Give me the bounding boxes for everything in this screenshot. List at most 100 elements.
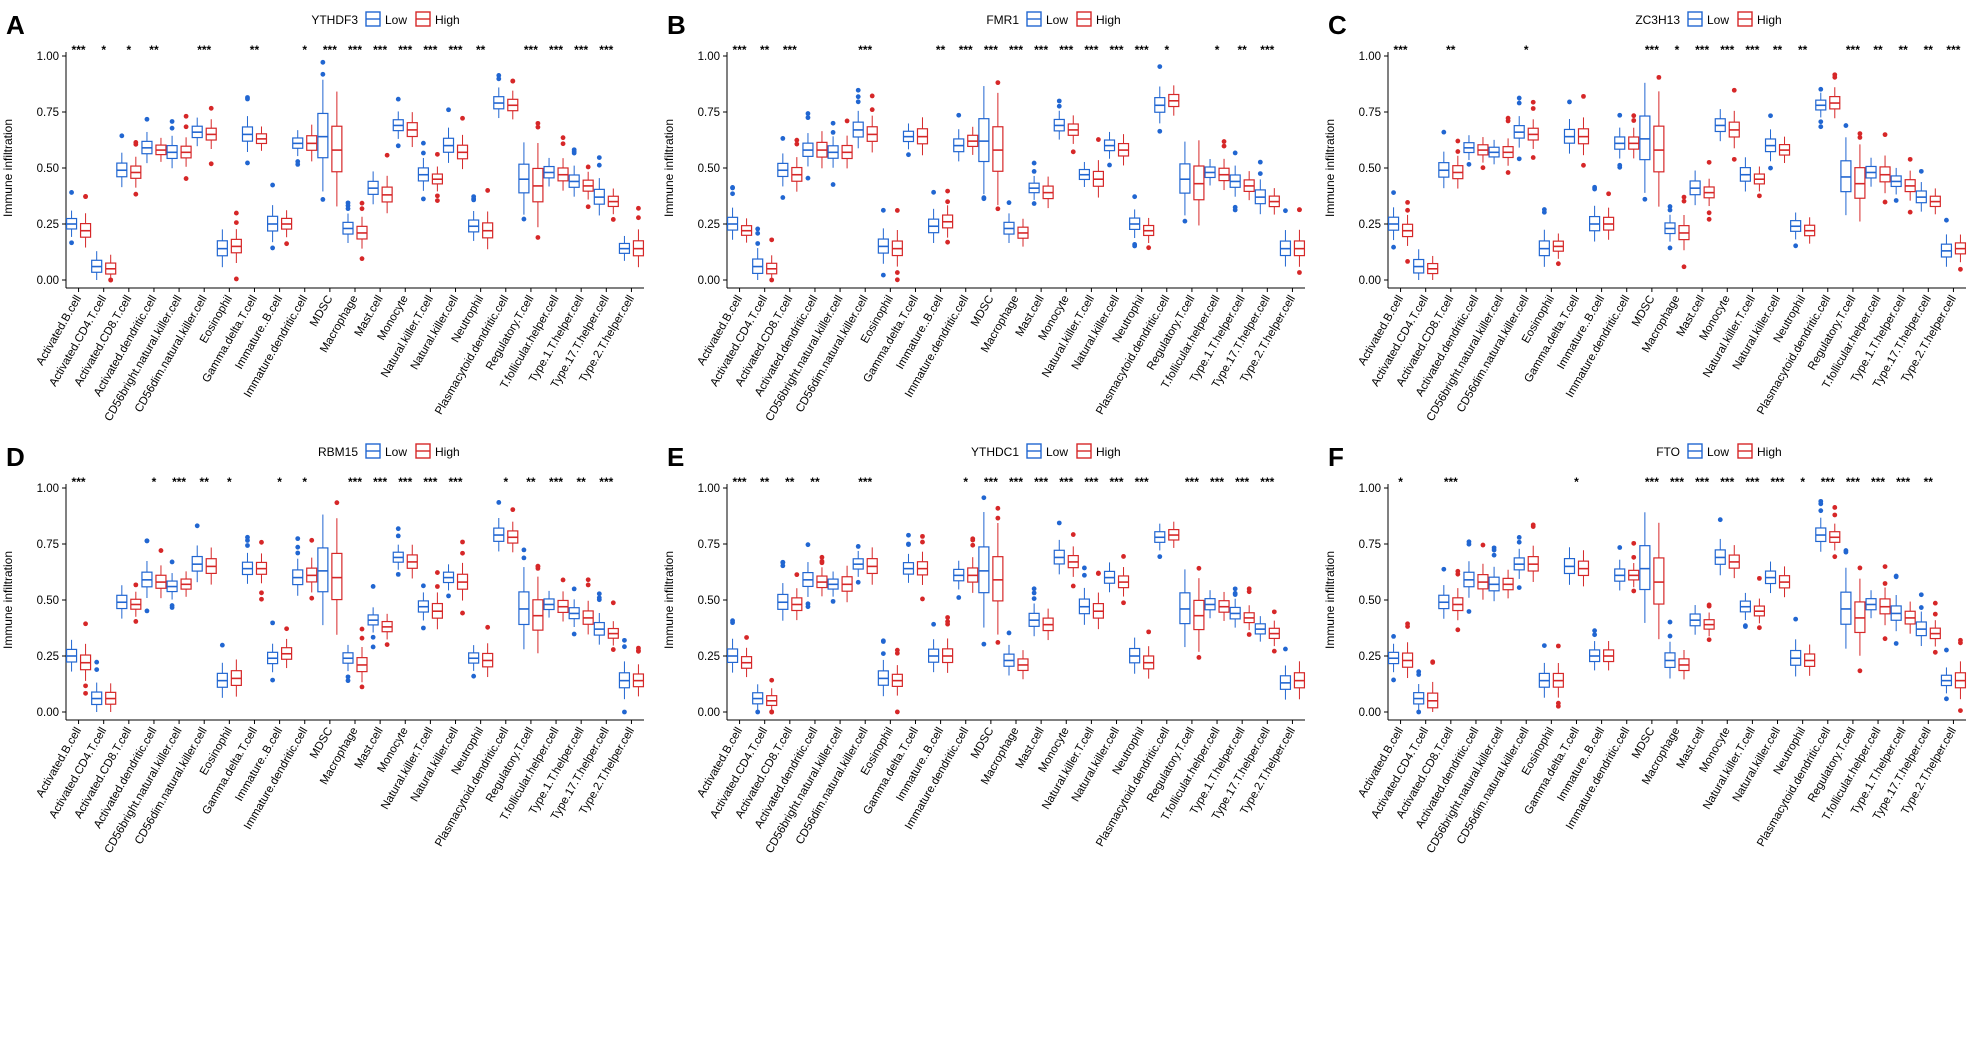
box-low [877, 207, 889, 278]
x-tick-label: MDSC [969, 294, 996, 329]
outlier-point [1907, 209, 1913, 215]
outlier-point [1246, 589, 1252, 595]
box-low [417, 583, 429, 631]
significance-label: *** [549, 43, 563, 57]
outlier-point [1516, 585, 1522, 591]
box-low [1129, 637, 1141, 674]
outlier-point [395, 143, 401, 149]
outlier-point [970, 542, 976, 548]
box-high [791, 572, 803, 621]
box-low [877, 638, 889, 697]
box-low [1639, 512, 1651, 623]
significance-label: *** [1210, 475, 1224, 489]
outlier-point [805, 111, 811, 116]
outlier-point [780, 560, 786, 565]
y-tick-label: 1.00 [698, 51, 720, 63]
box-low [392, 526, 404, 577]
box-high [1527, 522, 1539, 582]
outlier-point [1221, 139, 1227, 144]
significance-label: *** [398, 475, 412, 489]
outlier-point [1157, 128, 1163, 134]
box-low [1463, 539, 1475, 614]
outlier-point [1232, 586, 1238, 592]
box-high [816, 131, 828, 169]
outlier-point [945, 621, 951, 627]
outlier-point [1918, 605, 1924, 610]
box-low [1279, 646, 1292, 700]
box-high [866, 547, 878, 585]
outlier-point [359, 200, 365, 206]
significance-label: *** [1846, 43, 1860, 57]
outlier-point [334, 500, 340, 506]
outlier-point [69, 240, 74, 246]
box-low [1028, 586, 1040, 637]
y-tick-label: 0.75 [698, 539, 720, 551]
box-high [1879, 132, 1891, 205]
outlier-point [622, 709, 627, 715]
y-tick-label: 1.00 [1359, 51, 1381, 63]
box-low [1764, 113, 1777, 171]
box-low [777, 136, 789, 200]
outlier-point [855, 579, 861, 585]
box-high [582, 577, 594, 635]
box-low [367, 171, 379, 205]
outlier-point [855, 94, 861, 100]
outlier-point [1516, 100, 1522, 106]
outlier-point [1717, 517, 1723, 523]
box-low [1413, 669, 1425, 715]
significance-label: *** [423, 43, 437, 57]
box-high [1193, 565, 1205, 660]
outlier-point [636, 645, 641, 651]
outlier-point [1455, 627, 1461, 633]
significance-label: * [302, 475, 307, 489]
outlier-point [981, 495, 987, 501]
y-tick-label: 0.75 [1359, 107, 1381, 119]
outlier-point [1706, 210, 1712, 216]
box-high [1728, 545, 1740, 579]
outlier-point [1944, 647, 1949, 653]
box-low [978, 495, 990, 647]
significance-label: *** [373, 43, 387, 57]
box-high [1678, 649, 1690, 680]
outlier-point [233, 210, 239, 216]
outlier-point [1642, 196, 1648, 202]
outlier-point [1857, 565, 1863, 571]
box-high [1929, 188, 1941, 215]
outlier-point [855, 87, 861, 93]
outlier-point [894, 270, 900, 275]
outlier-point [780, 195, 786, 200]
outlier-point [133, 582, 139, 588]
outlier-point [259, 539, 264, 545]
y-tick-label: 0.50 [698, 163, 720, 175]
box-iqr [317, 547, 329, 593]
outlier-point [270, 182, 276, 188]
significance-label: *** [783, 43, 797, 57]
significance-label: *** [72, 43, 86, 57]
outlier-point [1271, 609, 1277, 615]
box-iqr [331, 125, 343, 173]
outlier-point [622, 644, 627, 650]
box-high [1577, 550, 1590, 587]
outlier-point [906, 532, 911, 538]
box-low [1463, 135, 1475, 167]
significance-label: *** [1745, 43, 1759, 57]
outlier-point [1631, 113, 1637, 119]
box-high [891, 208, 903, 283]
box-low [141, 116, 153, 164]
box-high [1117, 134, 1130, 166]
outlier-point [1706, 216, 1712, 222]
box-low [902, 532, 915, 583]
outlier-point [359, 635, 365, 641]
significance-label: *** [449, 475, 463, 489]
box-low [65, 190, 78, 246]
box-high [816, 554, 828, 597]
outlier-point [83, 621, 88, 627]
y-axis-label: Immune infiltration [1, 119, 15, 217]
legend-high-label: High [435, 445, 460, 459]
outlier-point [1391, 634, 1396, 639]
outlier-point [1631, 118, 1637, 123]
outlier-point [1581, 162, 1586, 168]
outlier-point [83, 194, 88, 199]
outlier-point [560, 135, 566, 141]
outlier-point [794, 572, 800, 578]
